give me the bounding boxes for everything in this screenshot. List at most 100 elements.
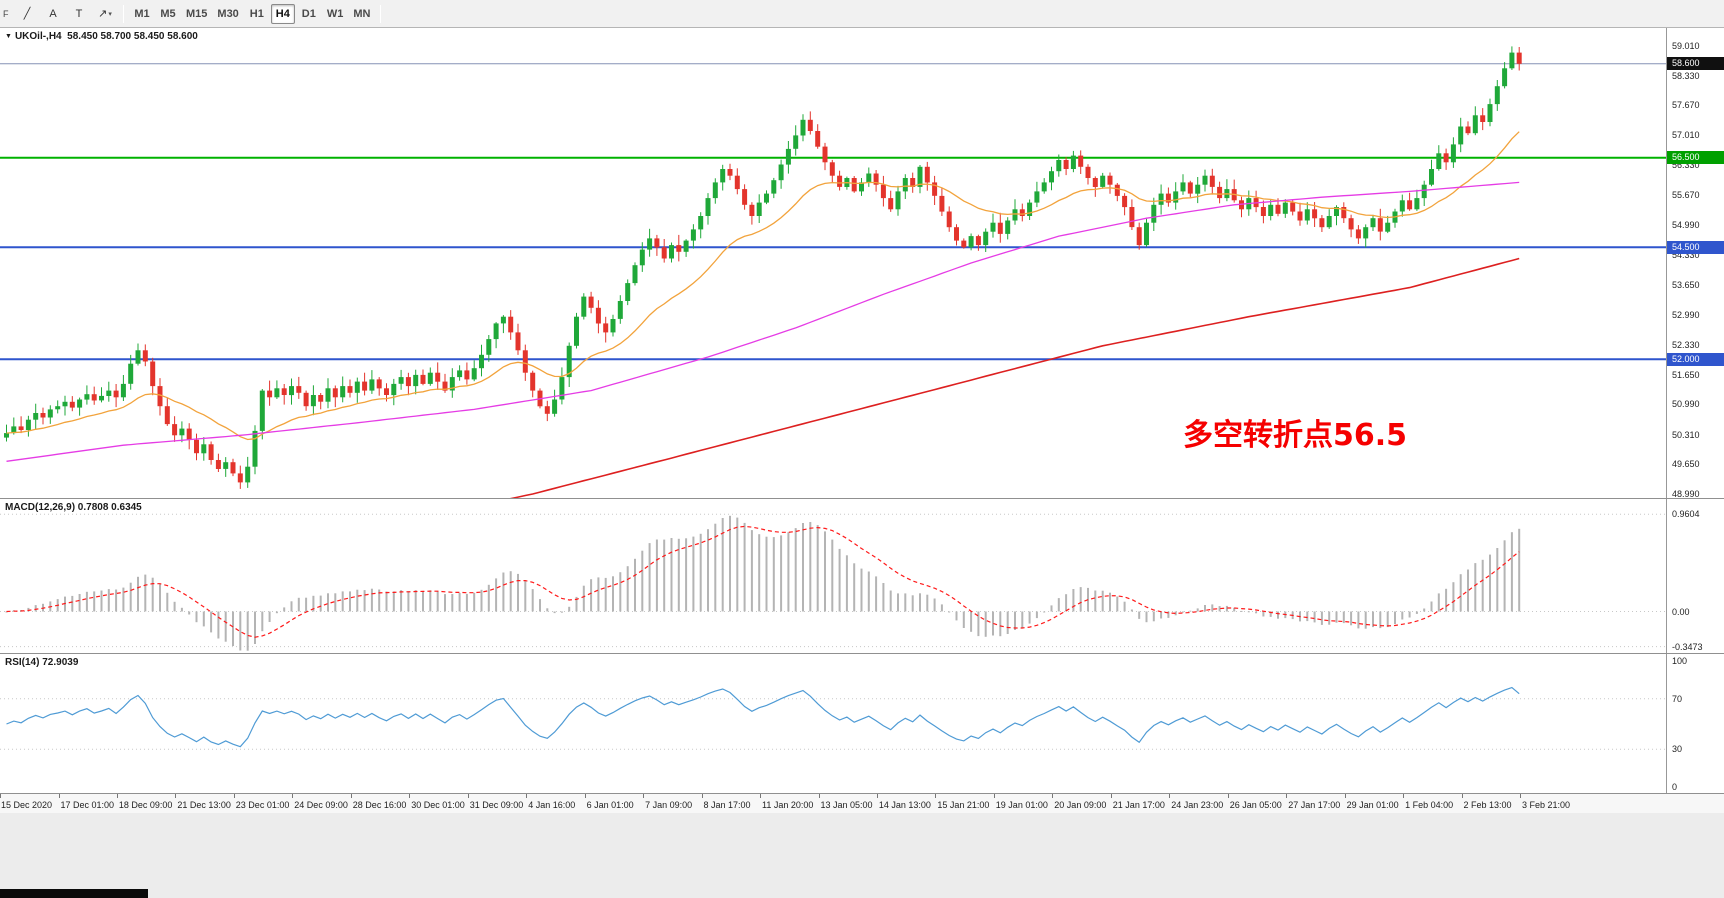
- price-axis-label: 57.670: [1672, 100, 1700, 111]
- chart-ohlc-values: 58.450 58.700 58.450 58.600: [67, 31, 198, 42]
- time-axis-label: 27 Jan 17:00: [1288, 800, 1341, 810]
- time-tick: [467, 794, 469, 798]
- time-axis[interactable]: 15 Dec 2020 17 Dec 01:00 18 Dec 09:00 21 De…: [0, 794, 1724, 813]
- trendline-tool-button[interactable]: ╱: [23, 8, 31, 20]
- rsi-axis-label: 100: [1672, 656, 1688, 666]
- rsi-panel[interactable]: RSI(14) 72.9039 100 70 30 0: [0, 654, 1724, 793]
- timeframe-button-m1[interactable]: M1: [134, 7, 150, 20]
- chart-symbol: UKOil-,H4: [14, 31, 62, 42]
- rsi-axis-label: 70: [1672, 693, 1683, 704]
- shapes-tool-button[interactable]: ↗ ▾: [98, 8, 112, 20]
- macd-axis-label: 0.9604: [1672, 509, 1700, 520]
- panel-divider[interactable]: [0, 498, 1724, 499]
- time-tick: [1052, 794, 1054, 798]
- time-tick: [1461, 794, 1463, 798]
- time-tick: [116, 794, 118, 798]
- time-axis-label: 21 Dec 13:00: [177, 800, 231, 810]
- panel-divider[interactable]: [0, 653, 1724, 654]
- time-tick: [0, 794, 1, 798]
- time-axis-label: 19 Jan 01:00: [995, 800, 1048, 810]
- time-axis-label: 26 Jan 05:00: [1229, 800, 1282, 810]
- toolbar: F ╱ A T ↗ ▾ M1 M5 M15 M30 H1 H4 D1 W1 MN: [0, 0, 1724, 28]
- time-tick: [350, 794, 352, 798]
- time-axis-label: 18 Dec 09:00: [118, 800, 173, 810]
- rsi-chart[interactable]: [0, 654, 1666, 793]
- time-axis-label: 13 Jan 05:00: [820, 800, 873, 810]
- toolbar-timeframes: M1 M5 M15 M30 H1 H4 D1 W1 MN: [129, 3, 375, 24]
- text-label-tool-button[interactable]: T: [75, 7, 83, 20]
- time-tick: [1344, 794, 1346, 798]
- time-axis-label: 28 Dec 16:00: [352, 800, 407, 810]
- time-axis-label: 3 Feb 21:00: [1522, 800, 1571, 810]
- macd-chart[interactable]: [0, 499, 1666, 653]
- time-tick: [760, 794, 761, 798]
- price-axis-label: 51.650: [1672, 369, 1700, 380]
- panel-divider[interactable]: [0, 793, 1724, 794]
- time-tick: [1110, 794, 1112, 798]
- price-axis-label: 54.330: [1672, 249, 1700, 260]
- time-tick: [993, 794, 995, 798]
- time-tick: [233, 794, 235, 798]
- time-axis-label: 14 Jan 13:00: [878, 800, 931, 810]
- timeframe-button-m30[interactable]: M30: [217, 7, 239, 20]
- rsi-label: RSI(14) 72.9039: [5, 657, 79, 668]
- time-axis-label: 24 Jan 23:00: [1171, 800, 1224, 810]
- time-axis-label: 24 Dec 09:00: [294, 800, 348, 810]
- timeframe-button-w1[interactable]: W1: [326, 7, 344, 20]
- time-tick: [1169, 794, 1171, 798]
- price-axis-label: 50.990: [1672, 399, 1700, 410]
- time-tick: [1286, 794, 1288, 798]
- time-tick: [58, 794, 60, 798]
- text-tool-button[interactable]: A: [49, 7, 57, 20]
- price-axis-label: 52.330: [1672, 339, 1700, 350]
- timeframe-button-d1[interactable]: D1: [301, 7, 316, 20]
- time-axis-label: 31 Dec 09:00: [469, 800, 524, 810]
- timeframe-button-m5[interactable]: M5: [160, 7, 176, 20]
- macd-label: MACD(12,26,9) 0.7808 0.6345: [5, 502, 142, 513]
- chart-collapse-icon[interactable]: ▼: [5, 33, 12, 40]
- price-badge-54.500: 54.500: [1667, 240, 1724, 254]
- time-axis-label: 4 Jan 16:00: [528, 800, 576, 810]
- time-axis-label: 15 Jan 21:00: [937, 800, 990, 810]
- timeframe-button-m15[interactable]: M15: [186, 7, 208, 20]
- time-tick: [818, 794, 820, 798]
- time-tick: [935, 794, 937, 798]
- time-axis-label: 21 Jan 17:00: [1112, 800, 1165, 810]
- taskbar-fragment: [0, 889, 148, 898]
- time-tick: [292, 794, 294, 798]
- timeframe-button-h1[interactable]: H1: [249, 7, 264, 20]
- time-axis-label: 20 Jan 09:00: [1054, 800, 1107, 810]
- timeframe-button-mn[interactable]: MN: [353, 7, 371, 20]
- price-axis-label: 52.990: [1672, 309, 1700, 320]
- price-chart-panel[interactable]: ▼ UKOil-,H4 58.450 58.700 58.450 58.600 多…: [0, 28, 1724, 498]
- time-axis-label: 30 Dec 01:00: [411, 800, 465, 810]
- toolbar-separator: [380, 4, 382, 23]
- price-axis[interactable]: 59.010 58.330 57.670 57.010 56.330 55.670 54.9…: [1666, 28, 1724, 498]
- time-axis-label: 11 Jan 20:00: [762, 800, 814, 810]
- time-axis-label: 17 Dec 01:00: [60, 800, 115, 810]
- time-axis-label: 29 Jan 01:00: [1346, 800, 1399, 810]
- chart-annotation-text: 多空转折点56.5: [1183, 418, 1408, 453]
- toolbar-separator: [123, 4, 124, 23]
- price-axis-label: 50.310: [1672, 429, 1700, 440]
- rsi-axis-label: 30: [1672, 744, 1683, 755]
- time-axis-label: 2 Feb 13:00: [1463, 800, 1512, 810]
- time-tick: [1227, 794, 1229, 798]
- price-axis-label: 49.650: [1672, 459, 1700, 470]
- timeframe-button-h4[interactable]: H4: [270, 3, 295, 24]
- time-axis-label: 6 Jan 01:00: [586, 800, 634, 810]
- price-axis-label: 48.990: [1672, 489, 1700, 498]
- price-axis-label: 53.650: [1672, 280, 1700, 291]
- macd-axis-label: -0.3473: [1672, 641, 1703, 652]
- macd-axis[interactable]: 0.9604 0.00 -0.3473: [1666, 499, 1724, 653]
- time-tick: [409, 794, 411, 798]
- price-axis-label: 57.010: [1672, 130, 1700, 140]
- time-tick: [526, 794, 528, 798]
- price-badge-58.600: 58.600: [1667, 57, 1724, 71]
- time-axis-label: 7 Jan 09:00: [645, 800, 693, 810]
- macd-panel[interactable]: MACD(12,26,9) 0.7808 0.6345 0.9604 0.00 -0…: [0, 499, 1724, 653]
- time-tick: [584, 794, 586, 798]
- candlestick-chart[interactable]: [0, 28, 1666, 498]
- rsi-axis[interactable]: 100 70 30 0: [1666, 654, 1724, 793]
